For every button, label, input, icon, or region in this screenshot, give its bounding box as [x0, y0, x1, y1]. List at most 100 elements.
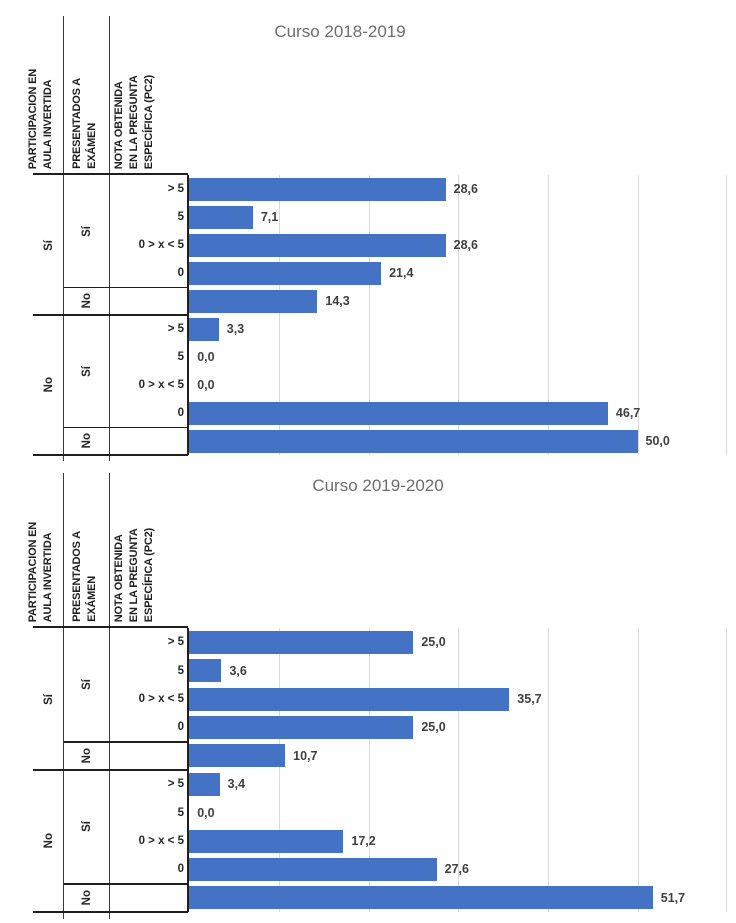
gridline	[368, 175, 370, 455]
header-participation-line2: AULA INVERTIDA	[42, 532, 54, 622]
exam-cell-no: No	[80, 293, 93, 309]
value-label: 3,6	[229, 663, 247, 678]
column-divider	[63, 16, 65, 461]
exam-cell-si: Sí	[80, 821, 93, 833]
exam-cell-si: Sí	[80, 365, 93, 377]
table-bottom-border	[33, 910, 188, 913]
bar-row: 28,6	[189, 175, 727, 203]
bar-row: 0,0	[189, 343, 727, 371]
bar-row: 3,4	[189, 770, 727, 798]
value-label: 7,1	[260, 210, 279, 224]
value-label: 21,4	[389, 266, 414, 280]
header-nota-line1: NOTA OBTENIDA	[113, 534, 125, 622]
table-bottom-border	[33, 453, 188, 456]
value-label: 0,0	[197, 805, 215, 820]
participation-cell-si: Sí	[42, 693, 55, 705]
header-nota-line2: EN LA PREGUNTA	[128, 75, 140, 169]
header-nota: NOTA OBTENIDA EN LA PREGUNTA ESPECÍFICA …	[112, 528, 157, 622]
header-exam: PRESENTADOS A EXÁMEN	[70, 78, 100, 169]
category-label: 0	[177, 863, 184, 876]
value-label: 0,0	[197, 378, 215, 392]
column-divider	[109, 16, 111, 461]
category-label: 5	[177, 806, 184, 819]
chart-curso-2018-2019: Curso 2018-2019 PARTICIPACION EN AULA IN…	[0, 0, 736, 461]
category-label: 0 > x < 5	[138, 239, 184, 251]
bar	[189, 857, 437, 881]
value-label: 50,0	[645, 434, 670, 448]
bar	[189, 289, 318, 313]
category-label: > 5	[167, 183, 184, 195]
bar	[189, 261, 382, 285]
value-label: 28,6	[453, 238, 478, 252]
value-label: 25,0	[421, 635, 446, 650]
exam-cell-no: No	[80, 433, 93, 449]
bar	[189, 233, 446, 257]
category-label: 0	[177, 267, 184, 279]
bar-row: 50,0	[189, 427, 727, 455]
header-participation: PARTICIPACION EN AULA INVERTIDA	[26, 69, 56, 169]
participation-cell-no: No	[42, 833, 55, 849]
bar	[189, 317, 219, 341]
participation-cell-no: No	[42, 377, 55, 393]
bar-row: 0,0	[189, 371, 727, 399]
bar-row: 3,6	[189, 656, 727, 684]
header-exam-line2: EXÁMEN	[86, 123, 98, 169]
gridline	[726, 628, 728, 912]
value-label: 3,4	[227, 777, 246, 792]
exam-row-divider	[64, 426, 188, 429]
group-divider	[33, 769, 188, 772]
exam-row-divider	[64, 741, 188, 743]
group-divider	[33, 314, 188, 317]
category-label: 5	[177, 211, 184, 223]
bar	[189, 772, 220, 796]
bar-row: 7,1	[189, 203, 727, 231]
bar	[189, 429, 638, 453]
category-label: > 5	[167, 636, 184, 649]
bar-row: 28,6	[189, 231, 727, 259]
header-nota-line1: NOTA OBTENIDA	[113, 81, 125, 169]
plot-area: 25,0 3,6 35,7 25,0 10,7 3,4 0,0 17,2 27,…	[189, 628, 728, 912]
header-participation-line1: PARTICIPACION EN	[27, 68, 39, 169]
bar	[189, 205, 253, 229]
value-label: 35,7	[517, 692, 542, 707]
category-label: 0	[177, 721, 184, 734]
chart-title: Curso 2018-2019	[274, 22, 406, 41]
bar-row: 3,3	[189, 315, 727, 343]
bar	[189, 177, 446, 201]
bar-row: 35,7	[189, 685, 727, 713]
bar-row: 0,0	[189, 798, 727, 826]
category-label: 5	[177, 351, 184, 363]
gridline	[726, 175, 728, 455]
value-label: 0,0	[197, 350, 215, 364]
header-participation-line1: PARTICIPACION EN	[27, 521, 39, 622]
bar	[189, 744, 286, 768]
exam-cell-si: Sí	[80, 225, 93, 237]
chart-title: Curso 2019-2020	[312, 476, 444, 495]
header-nota-line3: ESPECÍFICA (PC2)	[143, 527, 155, 622]
value-label: 28,6	[453, 182, 478, 196]
table-top-border	[33, 626, 188, 629]
exam-row-divider	[64, 286, 188, 289]
gridline	[547, 628, 549, 912]
value-label: 25,0	[421, 720, 446, 735]
bar-row: 27,6	[189, 855, 727, 883]
value-label: 17,2	[351, 834, 376, 849]
value-label: 10,7	[293, 748, 318, 763]
header-exam-line1: PRESENTADOS A	[71, 531, 83, 622]
gridline	[637, 175, 639, 455]
header-exam-line2: EXÁMEN	[86, 576, 98, 622]
bar	[189, 659, 222, 683]
category-label: 0 > x < 5	[138, 834, 184, 847]
exam-row-divider	[64, 883, 188, 885]
exam-cell-no: No	[80, 890, 93, 906]
bar-row: 51,7	[189, 884, 727, 912]
value-label: 51,7	[660, 890, 686, 905]
value-label: 46,7	[615, 406, 641, 420]
gridline	[547, 175, 549, 455]
gridline	[278, 628, 280, 912]
category-label: 0	[177, 407, 184, 419]
bar-row: 25,0	[189, 628, 727, 656]
gridline	[458, 175, 460, 455]
category-label: > 5	[167, 323, 184, 335]
bar-row: 25,0	[189, 713, 727, 741]
